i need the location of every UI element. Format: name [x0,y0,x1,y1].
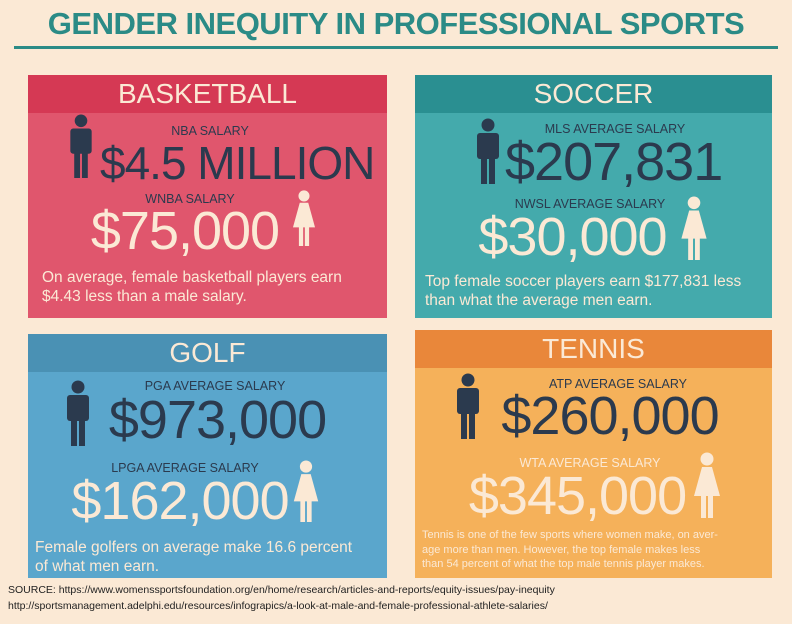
male-salary: $973,000 [108,390,327,450]
note: Tennis is one of the few sports where wo… [422,528,718,572]
male-icon [454,372,482,440]
female-label: WNBA SALARY [145,192,235,206]
female-icon [292,460,320,522]
male-label: ATP AVERAGE SALARY [548,377,688,391]
female-icon [680,196,708,260]
note: On average, female basketball players ea… [42,268,342,306]
panel-heading: SOCCER [415,75,772,113]
source-line: SOURCE: https://www.womenssportsfoundati… [8,584,555,596]
panel-heading: TENNIS [415,330,772,368]
page-title: GENDER INEQUITY IN PROFESSIONAL SPORTS [47,6,745,41]
panel-heading: BASKETBALL [28,75,387,113]
male-icon [474,118,502,184]
note-line: age more than men. However, the top fema… [422,543,701,556]
male-icon [64,380,92,446]
note-line: than what the average men earn. [425,292,653,309]
note-line: than 54 percent of what the top male ten… [422,558,705,570]
title-rule [14,46,778,49]
source-line: http://sportsmanagement.adelphi.edu/reso… [8,600,548,612]
note-line: On average, female basketball players ea… [42,269,342,286]
female-salary: $345,000 [468,466,687,526]
note-line: $4.43 less than a male salary. [42,288,247,305]
note-line: Top female soccer players earn $177,831 … [425,273,742,290]
note: Top female soccer players earn $177,831 … [425,272,741,310]
male-salary: $4.5 MILLION [100,137,375,189]
female-salary: $75,000 [90,201,280,261]
male-label: MLS AVERAGE SALARY [544,122,686,136]
male-icon [67,114,95,178]
female-label: WTA AVERAGE SALARY [519,456,661,470]
female-label: NWSL AVERAGE SALARY [514,197,666,211]
female-icon [693,452,721,518]
female-icon [290,190,318,246]
male-salary: $260,000 [501,386,719,446]
female-salary: $30,000 [478,207,667,267]
female-label: LPGA AVERAGE SALARY [111,461,259,475]
male-salary: $207,831 [505,132,723,192]
male-label: PGA AVERAGE SALARY [144,379,286,393]
note-line: of what men earn. [35,558,160,575]
female-salary: $162,000 [71,471,289,531]
note: Female golfers on average make 16.6 perc… [35,538,352,576]
note-line: Tennis is one of the few sports where wo… [422,529,718,541]
male-label: NBA SALARY [171,124,249,138]
panel-body [415,113,772,318]
panel-heading: GOLF [28,334,387,372]
note-line: Female golfers on average make 16.6 perc… [35,539,353,556]
